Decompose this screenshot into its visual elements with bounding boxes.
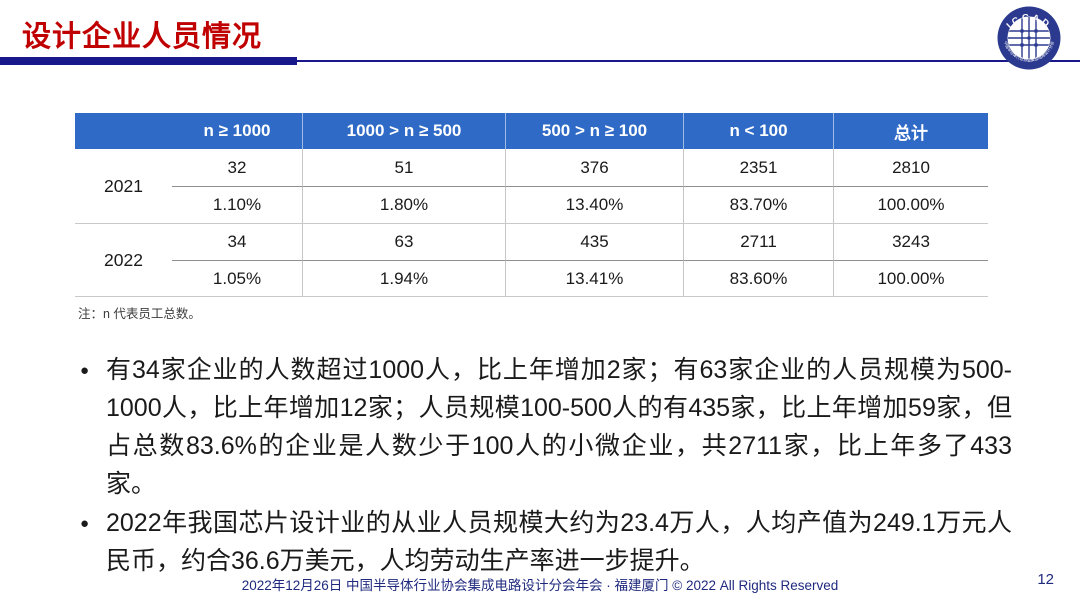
logo-circuit-nodes xyxy=(1020,29,1038,47)
percent-cell: 13.40% xyxy=(505,186,683,223)
bullet-marker: ● xyxy=(80,362,90,379)
page-title: 设计企业人员情况 xyxy=(22,21,263,53)
count-cell: 2351 xyxy=(683,149,833,186)
table-note: 注：n 代表员工总数。 xyxy=(78,307,201,321)
count-cell: 376 xyxy=(505,149,683,186)
logo-circuit-grid xyxy=(1008,17,1050,59)
year-label-2021: 2021 xyxy=(75,149,172,223)
people-table: n ≥ 1000 1000 > n ≥ 500 500 > n ≥ 100 n … xyxy=(75,113,988,297)
count-cell: 32 xyxy=(172,149,302,186)
percent-cell: 83.70% xyxy=(683,186,833,223)
count-cell: 2810 xyxy=(833,149,988,186)
iccad-logo-icon: ICCAD 中国半导体行业协会集成电路设计分会 xyxy=(997,6,1061,70)
bullet-item: ● 有34家企业的人数超过1000人，比上年增加2家；有63家企业的人员规模为5… xyxy=(80,351,1012,503)
count-cell: 3243 xyxy=(833,223,988,260)
page-number: 12 xyxy=(1037,571,1054,588)
count-cell: 51 xyxy=(302,149,505,186)
count-cell: 34 xyxy=(172,223,302,260)
percent-cell: 1.94% xyxy=(302,260,505,297)
percent-cell: 83.60% xyxy=(683,260,833,297)
percent-cell: 100.00% xyxy=(833,260,988,297)
bullet-item: ● 2022年我国芯片设计业的从业人员规模大约为23.4万人，人均产值为249.… xyxy=(80,504,1012,580)
table-header-1000-500: 1000 > n ≥ 500 xyxy=(302,113,505,149)
table-header-n-ge-1000: n ≥ 1000 xyxy=(172,113,302,149)
title-underline-thin xyxy=(297,60,1080,62)
count-cell: 435 xyxy=(505,223,683,260)
table-header-total: 总计 xyxy=(833,113,988,149)
bullet-text: 2022年我国芯片设计业的从业人员规模大约为23.4万人，人均产值为249.1万… xyxy=(106,509,1012,575)
year-label-2022: 2022 xyxy=(75,223,172,297)
percent-cell: 1.80% xyxy=(302,186,505,223)
count-cell: 63 xyxy=(302,223,505,260)
footer-text: 2022年12月26日 中国半导体行业协会集成电路设计分会年会 · 福建厦门 ©… xyxy=(241,578,839,593)
percent-cell: 13.41% xyxy=(505,260,683,297)
bullet-text: 有34家企业的人数超过1000人，比上年增加2家；有63家企业的人员规模为500… xyxy=(106,356,1012,498)
percent-cell: 100.00% xyxy=(833,186,988,223)
bullet-marker: ● xyxy=(80,515,90,532)
percent-cell: 1.10% xyxy=(172,186,302,223)
count-cell: 2711 xyxy=(683,223,833,260)
percent-cell: 1.05% xyxy=(172,260,302,297)
table-header-500-100: 500 > n ≥ 100 xyxy=(505,113,683,149)
table-header-n-lt-100: n < 100 xyxy=(683,113,833,149)
title-underline-thick xyxy=(0,57,297,65)
bullet-list: ● 有34家企业的人数超过1000人，比上年增加2家；有63家企业的人员规模为5… xyxy=(80,351,1012,581)
table-header-empty xyxy=(75,113,172,149)
